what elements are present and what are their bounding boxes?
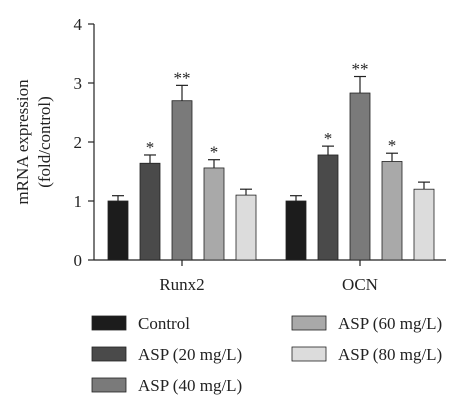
bar <box>171 100 193 261</box>
legend-swatch <box>291 315 327 331</box>
x-tick-label: Runx2 <box>159 275 204 294</box>
x-ticks: Runx2 OCN <box>159 260 378 294</box>
legend-label: ASP (60 mg/L) <box>338 314 442 333</box>
significance-mark: * <box>388 136 397 155</box>
bar <box>413 188 435 261</box>
bar <box>235 194 257 261</box>
bar <box>317 154 339 261</box>
y-tick-label: 4 <box>74 15 83 34</box>
y-axis-label-line2: (fold/control) <box>35 96 54 188</box>
bar <box>285 200 307 261</box>
y-ticks: 0 1 2 3 4 <box>74 15 94 270</box>
legend-swatch <box>91 377 127 393</box>
bar <box>203 167 225 261</box>
x-tick-label: OCN <box>342 275 378 294</box>
legend-swatch <box>91 346 127 362</box>
legend-label: ASP (40 mg/L) <box>138 376 242 395</box>
significance-mark: * <box>210 143 219 162</box>
y-tick-label: 2 <box>74 133 83 152</box>
bar <box>107 200 129 261</box>
legend-label: Control <box>138 314 190 333</box>
bar <box>349 92 371 261</box>
significance-mark: ** <box>174 68 191 87</box>
significance-mark: * <box>324 129 333 148</box>
legend-swatch <box>291 346 327 362</box>
significance-mark: ** <box>352 60 369 79</box>
y-tick-label: 3 <box>74 74 83 93</box>
bar <box>139 162 161 261</box>
y-tick-label: 0 <box>74 251 83 270</box>
legend-label: ASP (20 mg/L) <box>138 345 242 364</box>
y-tick-label: 1 <box>74 192 83 211</box>
bars: ******** <box>107 60 435 261</box>
significance-mark: * <box>146 138 155 157</box>
legend-swatch <box>91 315 127 331</box>
legend: Control ASP (20 mg/L) ASP (40 mg/L) ASP (60… <box>91 314 442 395</box>
bar <box>381 161 403 261</box>
legend-label: ASP (80 mg/L) <box>338 345 442 364</box>
y-axis-label-line1: mRNA expression <box>13 79 32 205</box>
